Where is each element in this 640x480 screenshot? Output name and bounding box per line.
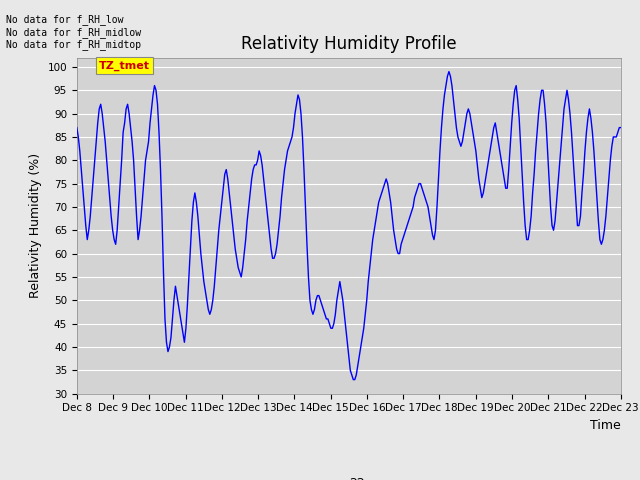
Text: No data for f_RH_low
No data for f_RH_midlow
No data for f_RH_midtop: No data for f_RH_low No data for f_RH_mi…: [6, 14, 141, 50]
Text: TZ_tmet: TZ_tmet: [99, 60, 150, 71]
Y-axis label: Relativity Humidity (%): Relativity Humidity (%): [29, 153, 42, 298]
Legend: 22m: 22m: [316, 472, 382, 480]
X-axis label: Time: Time: [590, 419, 621, 432]
Title: Relativity Humidity Profile: Relativity Humidity Profile: [241, 35, 456, 53]
